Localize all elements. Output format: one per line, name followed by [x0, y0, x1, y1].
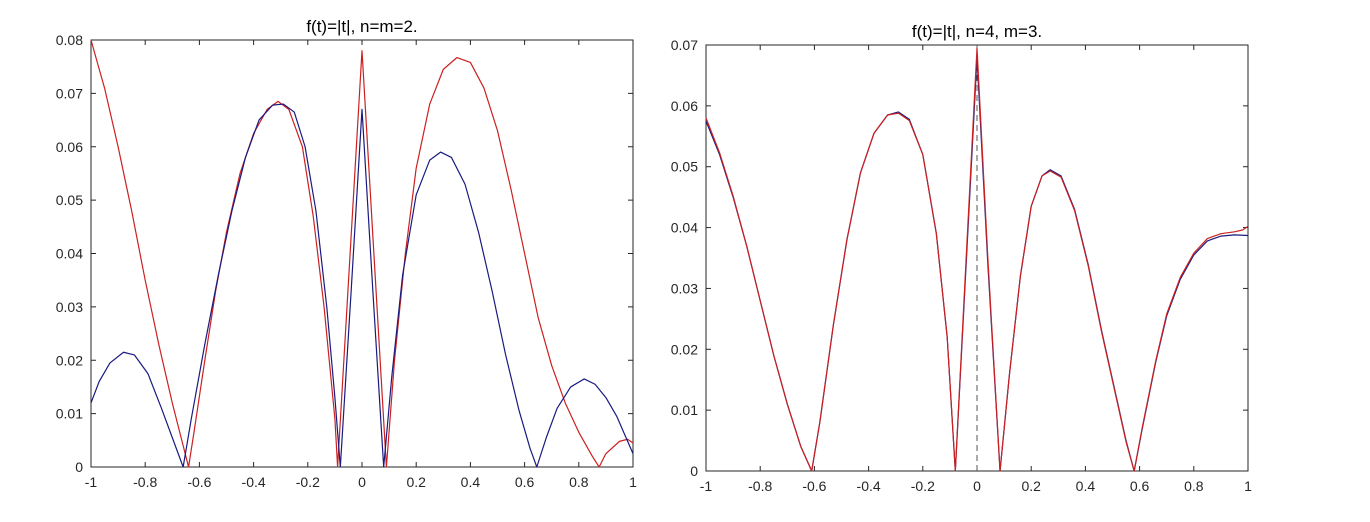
- x-tick-label: 0.2: [406, 474, 426, 490]
- y-tick-label: 0: [690, 463, 698, 479]
- chart-title: f(t)=|t|, n=m=2.: [306, 17, 417, 36]
- x-tick-label: -0.2: [296, 474, 320, 490]
- x-tick-label: -1: [700, 478, 713, 494]
- x-tick-label: -0.2: [911, 478, 935, 494]
- series-line-1: [90, 39, 634, 468]
- series-line-2: [705, 47, 1249, 472]
- x-tick-label: -0.8: [133, 474, 157, 490]
- y-tick-label: 0.02: [671, 341, 698, 357]
- chart-panel-1: -1 -0.8 -0.6 -0.4 -0.2 0 0.2 0.4 0.6 0.8 1 0 0.01 0.0…: [56, 17, 637, 490]
- y-tick-label: 0.08: [56, 32, 83, 48]
- x-tick-label: 0.6: [515, 474, 535, 490]
- x-tick-label: -0.4: [242, 474, 266, 490]
- x-tick-label: -0.8: [748, 478, 772, 494]
- chart-title: f(t)=|t|, n=4, m=3.: [912, 22, 1042, 41]
- y-tick-label: 0.06: [56, 139, 83, 155]
- x-tick-label: 0.8: [1184, 478, 1204, 494]
- x-tick-label: -0.6: [802, 478, 826, 494]
- x-tick-label: 1: [1244, 478, 1252, 494]
- y-tick-label: 0.02: [56, 352, 83, 368]
- x-tick-label: 0.4: [461, 474, 481, 490]
- x-tick-label: -0.4: [857, 478, 881, 494]
- y-tick-label: 0.04: [56, 246, 83, 262]
- y-tick-label: 0.06: [671, 98, 698, 114]
- x-tick-label: 0.4: [1076, 478, 1096, 494]
- y-tick-label: 0.03: [56, 299, 83, 315]
- y-tick-label: 0: [75, 459, 83, 475]
- x-tick-label: 1: [629, 474, 637, 490]
- x-tick-label: 0.8: [569, 474, 589, 490]
- x-tick-label: 0.6: [1130, 478, 1150, 494]
- x-tick-label: 0.2: [1021, 478, 1041, 494]
- chart-panel-2: -1 -0.8 -0.6 -0.4 -0.2 0 0.2 0.4 0.6 0.8 1 0 0.01 0.0…: [671, 22, 1252, 494]
- x-tick-label: -0.6: [187, 474, 211, 490]
- x-tick-label: 0: [358, 474, 366, 490]
- y-tick-label: 0.03: [671, 280, 698, 296]
- y-tick-label: 0.01: [56, 406, 83, 422]
- y-tick-label: 0.07: [56, 85, 83, 101]
- x-tick-label: 0: [973, 478, 981, 494]
- x-tick-label: -1: [85, 474, 98, 490]
- y-tick-label: 0.01: [671, 402, 698, 418]
- y-tick-label: 0.07: [671, 37, 698, 53]
- y-tick-label: 0.04: [671, 220, 698, 236]
- series-line-2: [90, 103, 634, 468]
- y-tick-label: 0.05: [671, 159, 698, 175]
- y-tick-label: 0.05: [56, 192, 83, 208]
